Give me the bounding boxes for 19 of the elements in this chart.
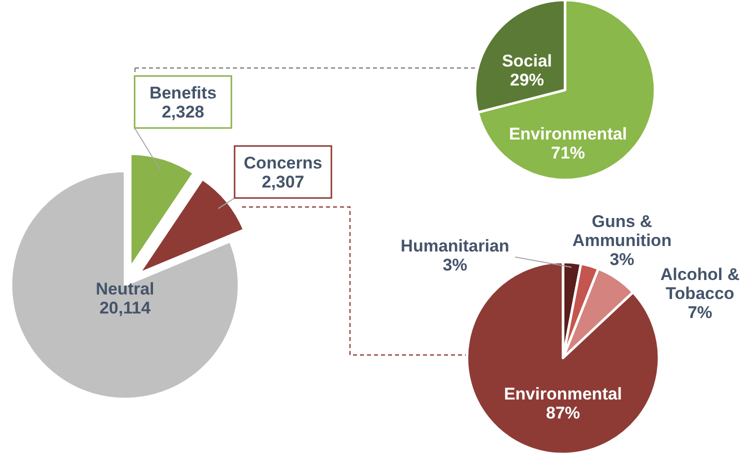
slice-label: Environmental [504, 384, 622, 404]
data-label: 3% [442, 256, 468, 274]
slice-label: Benefits [149, 84, 217, 102]
slice-label: Guns & Ammunition [572, 212, 672, 250]
slice-label: Humanitarian [400, 236, 510, 256]
data-label: 2,307 [262, 172, 304, 192]
data-label: 2,328 [162, 102, 204, 122]
data-label: 20,114 [99, 298, 152, 318]
data-label: 7% [688, 303, 712, 322]
slice-label: Neutral [96, 280, 154, 298]
data-label: 29% [510, 70, 544, 90]
data-label: 71% [550, 144, 586, 162]
slice-label: Social [502, 52, 552, 70]
data-label: 87% [546, 404, 580, 422]
slice-label: Concerns [244, 154, 322, 172]
pie-slice [476, 0, 656, 182]
data-label: 3% [610, 250, 634, 269]
slice-label: Alcohol & Tobacco [660, 265, 740, 303]
slice-label: Environmental [508, 124, 628, 144]
